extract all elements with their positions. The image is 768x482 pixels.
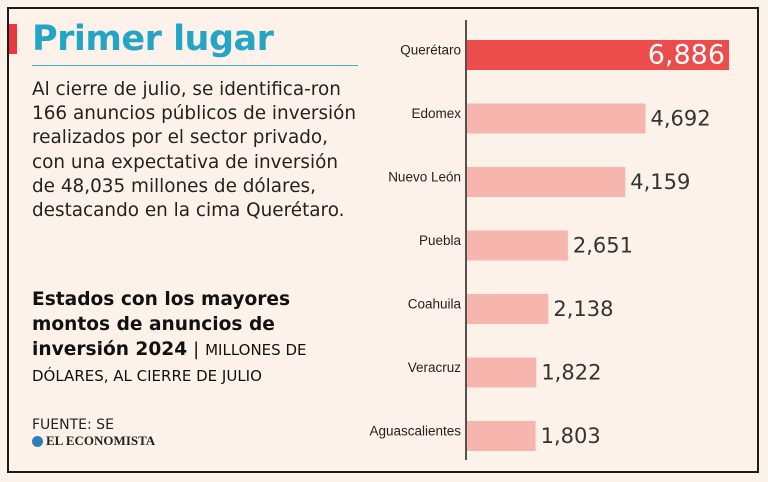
category-label-nuevo-leon: Nuevo León xyxy=(388,170,461,185)
chart-subtitle: Estados con los mayores montos de anunci… xyxy=(32,287,357,389)
bar-puebla xyxy=(467,230,568,261)
chart-subtitle-text: Estados con los mayores montos de anunci… xyxy=(32,289,291,360)
bar-chart: Querétaro 6,886 Edomex 4,692 Nuevo León 4,159… xyxy=(369,20,760,460)
bar-coahuila xyxy=(467,294,549,324)
category-label-aguascalientes: Aguascalientes xyxy=(369,424,461,439)
accent-bar xyxy=(9,24,17,54)
value-label-puebla: 2,651 xyxy=(573,234,633,258)
infographic-frame xyxy=(7,7,759,473)
bar-queretaro xyxy=(467,40,729,70)
value-label-queretaro: 6,886 xyxy=(648,40,725,71)
bar-veracruz xyxy=(467,357,537,388)
bar-nuevo-leon xyxy=(467,167,626,197)
value-label-coahuila: 2,138 xyxy=(553,297,613,321)
bar-aguascalientes xyxy=(467,421,536,451)
title-divider xyxy=(32,65,358,66)
category-label-queretaro: Querétaro xyxy=(400,43,461,58)
intro-paragraph: Al cierre de julio, se identifica-ron 16… xyxy=(32,79,357,222)
category-label-puebla: Puebla xyxy=(419,233,462,248)
logo-text: EL ECONOMISTA xyxy=(46,433,156,448)
bar-edomex xyxy=(467,103,646,134)
value-label-edomex: 4,692 xyxy=(651,107,711,131)
chart-unit-label: Millones de dólares, al cierre de julio xyxy=(32,341,307,385)
bar-chart-svg: Querétaro 6,886 Edomex 4,692 Nuevo León 4,159… xyxy=(369,20,729,460)
value-label-aguascalientes: 1,803 xyxy=(541,424,601,448)
subtitle-separator: | xyxy=(193,339,200,360)
category-label-coahuila: Coahuila xyxy=(408,297,462,312)
value-label-nuevo-leon: 4,159 xyxy=(630,170,690,194)
category-label-edomex: Edomex xyxy=(411,106,461,121)
logo-globe-icon xyxy=(32,435,43,447)
publisher-logo: EL ECONOMISTA xyxy=(32,433,155,449)
source-note: FUENTE: SE xyxy=(32,417,114,433)
page-title: Primer lugar xyxy=(32,19,274,59)
category-label-veracruz: Veracruz xyxy=(408,360,462,375)
value-label-veracruz: 1,822 xyxy=(541,361,601,385)
